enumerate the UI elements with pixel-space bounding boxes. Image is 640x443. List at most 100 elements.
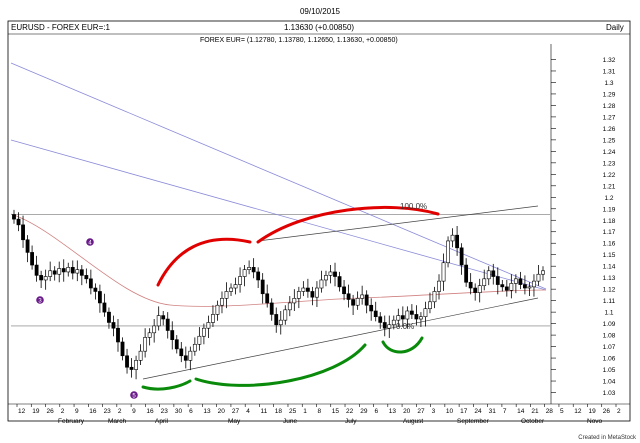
- date-tick-label: 16: [146, 408, 154, 415]
- price-tick-label: 1.03: [603, 390, 616, 397]
- candle-body: [387, 324, 392, 329]
- candle-body: [165, 318, 170, 331]
- price-gridlines: [11, 214, 550, 327]
- candle-body: [315, 287, 319, 298]
- price-tick-label: 1.19: [603, 206, 616, 213]
- price-tick-label: 1.26: [603, 126, 616, 133]
- ohlc-label: FOREX EUR= (1.12780, 1.13780, 1.12650, 1…: [200, 37, 398, 44]
- candle-body: [446, 240, 450, 264]
- candle-body: [25, 239, 30, 253]
- candle-body: [310, 291, 315, 298]
- red-arc-left: [156, 237, 252, 287]
- candle-body: [428, 301, 432, 309]
- price-tick-label: 1.22: [603, 172, 616, 179]
- fib-0-label: 0.0%: [396, 322, 414, 331]
- candle-body: [152, 325, 157, 334]
- candle-body: [274, 314, 279, 326]
- candle-body: [396, 315, 401, 321]
- date-tick-label: 27: [417, 408, 425, 415]
- date-tick-label: 2: [61, 408, 65, 415]
- symbol-label: EURUSD - FOREX EUR=:1: [11, 23, 110, 32]
- price-tick-label: 1.09: [603, 321, 616, 328]
- date-tick-label: 19: [588, 408, 596, 415]
- candle-body: [405, 310, 410, 320]
- candle-body: [355, 298, 360, 306]
- candle-body: [179, 348, 184, 357]
- candle-body: [532, 280, 536, 288]
- price-tick-label: 1.32: [603, 57, 616, 64]
- candle-body: [391, 319, 396, 326]
- candle-body: [215, 304, 220, 315]
- annotation-labels: 100.0% 0.0% 3 4 5: [36, 202, 427, 400]
- candle-body: [170, 330, 175, 340]
- moving-average-long: [10, 62, 547, 290]
- wave-marker: [36, 296, 44, 304]
- candle-body: [382, 322, 387, 329]
- candle-body: [98, 291, 102, 304]
- candle-body: [513, 278, 518, 284]
- candle-body: [455, 234, 459, 249]
- date-tick-label: 12: [574, 408, 582, 415]
- price-tick-label: 1.13: [603, 275, 616, 282]
- candle-body: [400, 315, 405, 320]
- candle-body: [296, 291, 301, 299]
- price-bars: [12, 209, 545, 380]
- candle-body: [283, 309, 288, 321]
- candle-body: [116, 327, 120, 343]
- candle-body: [305, 287, 310, 292]
- date-tick-label: 9: [75, 408, 79, 415]
- wave-label: 4: [88, 241, 92, 247]
- candle-body: [495, 276, 500, 285]
- candle-body: [450, 234, 455, 242]
- candle-body: [477, 285, 482, 293]
- price-tick-label: 1.11: [603, 298, 616, 305]
- candle-body: [287, 302, 292, 311]
- candle-body: [346, 293, 351, 300]
- price-tick-label: 1.12: [603, 287, 616, 294]
- candle-body: [52, 270, 57, 275]
- candle-body: [247, 267, 252, 270]
- green-arc-b: [194, 343, 367, 387]
- month-label: February: [58, 418, 85, 425]
- candle-body: [269, 302, 274, 315]
- moving-average-short: [10, 213, 547, 307]
- price-tick-label: 1.15: [603, 252, 616, 259]
- candle-body: [143, 337, 148, 352]
- candle-body: [292, 298, 297, 304]
- candle-body: [188, 350, 193, 361]
- candle-body: [536, 273, 541, 282]
- date-tick-label: 16: [89, 408, 97, 415]
- month-label: April: [155, 418, 169, 425]
- candle-body: [473, 287, 478, 293]
- fib-100-label: 100.0%: [400, 202, 427, 211]
- candle-body: [419, 316, 423, 320]
- candle-body: [161, 315, 166, 320]
- price-tick-label: 1.1: [604, 310, 613, 317]
- date-tick-label: 1: [303, 408, 307, 415]
- candle-body: [301, 287, 306, 292]
- candle-body: [156, 315, 161, 327]
- candle-body: [102, 302, 107, 313]
- candle-body: [147, 332, 152, 338]
- candle-body: [378, 316, 383, 323]
- red-arc-right: [256, 205, 440, 244]
- candle-body: [192, 343, 197, 352]
- price-tick-label: 1.31: [603, 68, 616, 75]
- candle-body: [265, 293, 270, 304]
- date-tick-label: 23: [161, 408, 169, 415]
- candle-body: [12, 214, 16, 220]
- candle-body: [242, 269, 247, 277]
- month-label: May: [228, 418, 241, 425]
- candle-body: [206, 322, 211, 329]
- candle-body: [324, 275, 328, 281]
- last-price-label: 1.13630 (+0.00850): [284, 23, 354, 32]
- candle-body: [500, 284, 505, 288]
- date-tick-label: 7: [503, 408, 507, 415]
- candle-body: [211, 314, 215, 323]
- date-tick-label: 29: [360, 408, 368, 415]
- candle-body: [491, 270, 496, 277]
- candle-body: [70, 267, 75, 274]
- candle-body: [39, 275, 44, 281]
- wave-marker: [86, 238, 94, 246]
- candle-body: [134, 360, 138, 370]
